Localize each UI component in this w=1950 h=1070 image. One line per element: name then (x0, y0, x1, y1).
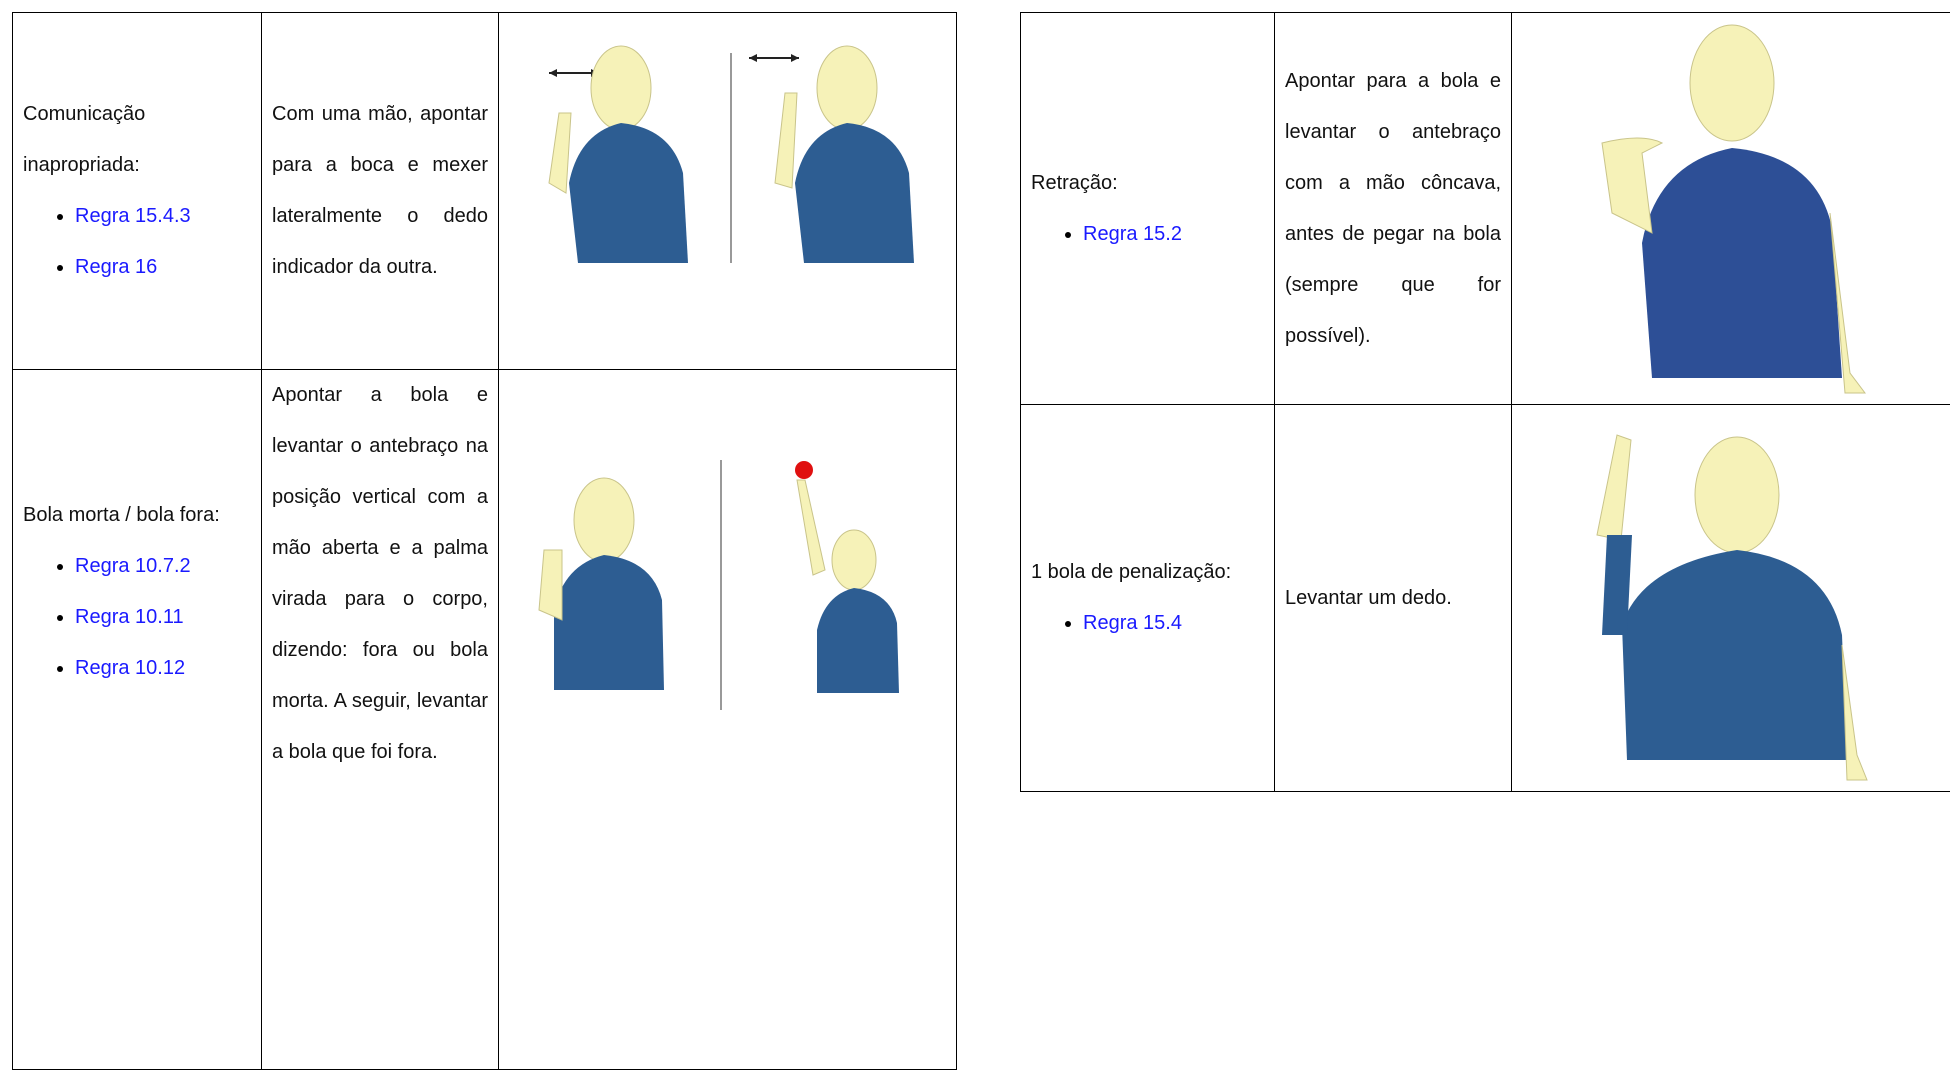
rule-link[interactable]: Regra 10.12 (75, 643, 251, 694)
label-cell: Comunicação inapropriada: Regra 15.4.3 R… (13, 13, 262, 370)
illustration-cell (499, 13, 957, 370)
rule-link[interactable]: Regra 10.11 (75, 592, 251, 643)
rule-link[interactable]: Regra 10.7.2 (75, 541, 251, 592)
rule-link[interactable]: Regra 16 (75, 242, 251, 293)
description-cell: Apontar a bola e levantar o antebraço na… (262, 370, 499, 1070)
rule-link[interactable]: Regra 15.4.3 (75, 191, 251, 242)
signal-label: Retração: (1031, 158, 1264, 209)
illustration (499, 370, 957, 730)
rule-list: Regra 15.2 (1031, 209, 1264, 260)
illustration (1512, 13, 1950, 403)
rule-list: Regra 15.4 (1031, 598, 1264, 649)
signals-table-left: Comunicação inapropriada: Regra 15.4.3 R… (12, 12, 957, 1070)
table-row: 1 bola de penalização: Regra 15.4 Levant… (1021, 405, 1950, 792)
label-cell: 1 bola de penalização: Regra 15.4 (1021, 405, 1275, 792)
rule-link[interactable]: Regra 15.4 (1083, 598, 1264, 649)
description-cell: Apontar para a bola e levantar o antebra… (1275, 13, 1512, 405)
table-row: Retração: Regra 15.2 Apontar para a bola… (1021, 13, 1950, 405)
illustration (499, 13, 957, 283)
signal-label: Bola morta / bola fora: (23, 490, 251, 541)
rule-list: Regra 10.7.2 Regra 10.11 Regra 10.12 (23, 541, 251, 694)
page: {"tables":[ {"rows":[ {"label":"Comunica… (0, 0, 1950, 1016)
rule-link[interactable]: Regra 15.2 (1083, 209, 1264, 260)
table-row: Bola morta / bola fora: Regra 10.7.2 Reg… (13, 370, 957, 1070)
signals-table-right: Retração: Regra 15.2 Apontar para a bola… (1020, 12, 1950, 792)
illustration-cell (499, 370, 957, 1070)
illustration-cell (1512, 405, 1950, 792)
signal-label: Comunicação inapropriada: (23, 89, 251, 191)
illustration-cell (1512, 13, 1950, 405)
description-cell: Com uma mão, apontar para a boca e mexer… (262, 13, 499, 370)
table-row: Comunicação inapropriada: Regra 15.4.3 R… (13, 13, 957, 370)
illustration (1512, 405, 1950, 790)
label-cell: Bola morta / bola fora: Regra 10.7.2 Reg… (13, 370, 262, 1070)
signal-label: 1 bola de penalização: (1031, 547, 1264, 598)
rule-list: Regra 15.4.3 Regra 16 (23, 191, 251, 293)
description-cell: Levantar um dedo. (1275, 405, 1512, 792)
label-cell: Retração: Regra 15.2 (1021, 13, 1275, 405)
